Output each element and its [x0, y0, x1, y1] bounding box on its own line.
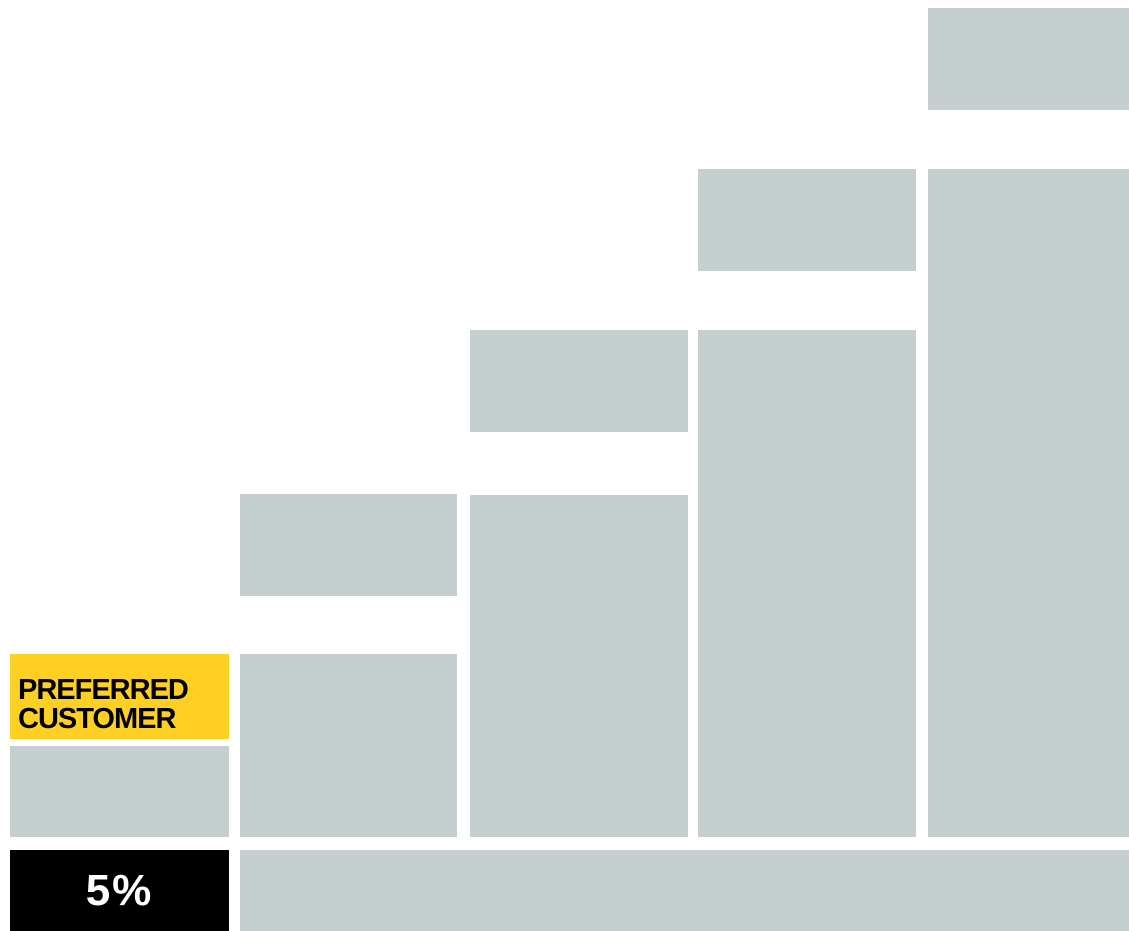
tier-1-bar: [10, 746, 229, 837]
tier-5-label-placeholder: [928, 8, 1129, 110]
tier-label-preferred-customer: PREFERRED CUSTOMER: [10, 654, 229, 739]
percent-row-placeholder: [240, 850, 1129, 931]
tier-2-label-placeholder: [240, 494, 457, 596]
tier-2-bar: [240, 654, 457, 837]
tier-3-label-placeholder: [470, 330, 688, 432]
tier-label-line2: CUSTOMER: [18, 703, 176, 735]
tier-3-bar: [470, 495, 688, 837]
tier-4-label-placeholder: [698, 169, 916, 271]
tier-1-percent: 5%: [10, 850, 229, 931]
tier-4-bar: [698, 330, 916, 837]
tier-label-line1: PREFERRED: [18, 674, 189, 706]
tier-5-bar: [928, 169, 1129, 837]
